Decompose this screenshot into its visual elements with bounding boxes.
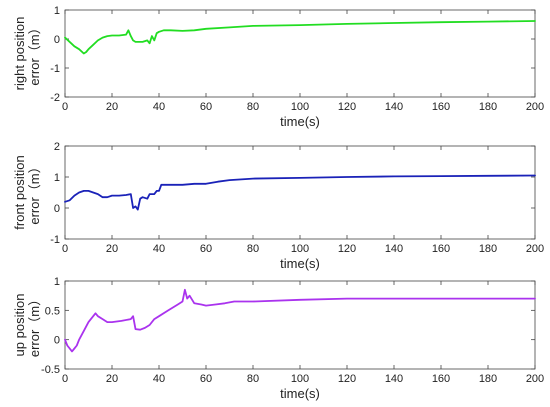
- x-tick-label: 100: [291, 243, 309, 255]
- subplot-3: 0 20 40 60 80 100 120 140 160 180 200-0.500.51time…: [12, 276, 544, 401]
- y-axis-label-line-2: error（m）: [27, 160, 42, 224]
- y-tick-label: 1: [54, 5, 60, 17]
- y-tick-label: 0: [54, 34, 60, 46]
- x-tick-label: 140: [385, 243, 403, 255]
- x-tick-label: 200: [526, 101, 544, 113]
- plot-area: [64, 9, 536, 98]
- x-tick-label: 180: [479, 243, 497, 255]
- y-tick-label: 1: [54, 276, 60, 288]
- x-tick-label: 40: [153, 373, 165, 385]
- x-tick-label: 0: [62, 373, 68, 385]
- x-tick-label: 160: [432, 243, 450, 255]
- x-tick-label: 120: [338, 243, 356, 255]
- x-axis-label: time(s): [280, 386, 320, 401]
- x-tick-label: 200: [526, 243, 544, 255]
- y-axis-label-line-1: right position: [12, 17, 27, 91]
- plot-area: [64, 145, 536, 240]
- y-tick-label: -0.5: [41, 364, 60, 376]
- x-tick-label: 20: [106, 243, 118, 255]
- y-tick-label: 1: [54, 172, 60, 184]
- x-tick-label: 40: [153, 101, 165, 113]
- x-axis-label: time(s): [280, 114, 320, 129]
- x-tick-label: 140: [385, 373, 403, 385]
- x-tick-label: 80: [247, 373, 259, 385]
- series-line-1: [64, 288, 536, 353]
- x-tick-label: 60: [200, 373, 212, 385]
- series-line-1: [64, 20, 536, 55]
- y-axis-label-line-2: error（m）: [27, 21, 42, 85]
- x-tick-label: 80: [247, 101, 259, 113]
- y-tick-label: 2: [54, 141, 60, 153]
- x-tick-label: 60: [200, 101, 212, 113]
- x-tick-label: 120: [338, 101, 356, 113]
- series-line-1: [64, 174, 536, 211]
- x-tick-label: 80: [247, 243, 259, 255]
- x-tick-label: 0: [62, 101, 68, 113]
- x-tick-label: 100: [291, 101, 309, 113]
- x-tick-label: 60: [200, 243, 212, 255]
- y-axis-label-line-1: front position: [12, 155, 27, 229]
- y-tick-label: -1: [50, 234, 60, 246]
- subplot-2: 0 20 40 60 80 100 120 140 160 180 200-1012time(s)f…: [12, 141, 544, 271]
- subplot-1: 0 20 40 60 80 100 120 140 160 180 200 -2 -1 0 1 time(s)…: [12, 5, 544, 129]
- y-tick-label: 0: [54, 335, 60, 347]
- y-tick-label: -2: [50, 92, 60, 104]
- x-tick-label: 20: [106, 373, 118, 385]
- y-axis-label-line-2: error（m）: [27, 293, 42, 357]
- x-tick-label: 160: [432, 101, 450, 113]
- x-tick-label: 200: [526, 373, 544, 385]
- y-axis-label-line-1: up position: [12, 294, 27, 357]
- x-axis-label: time(s): [280, 256, 320, 271]
- x-tick-label: 100: [291, 373, 309, 385]
- x-tick-label: 180: [479, 101, 497, 113]
- y-tick-label: 0.5: [45, 305, 60, 317]
- x-tick-label: 40: [153, 243, 165, 255]
- x-tick-label: 20: [106, 101, 118, 113]
- x-tick-label: 120: [338, 373, 356, 385]
- x-tick-label: 140: [385, 101, 403, 113]
- x-tick-label: 180: [479, 373, 497, 385]
- x-tick-label: 160: [432, 373, 450, 385]
- y-tick-label: 0: [54, 203, 60, 215]
- x-tick-label: 0: [62, 243, 68, 255]
- plot-area: [64, 280, 536, 370]
- y-tick-label: -1: [50, 63, 60, 75]
